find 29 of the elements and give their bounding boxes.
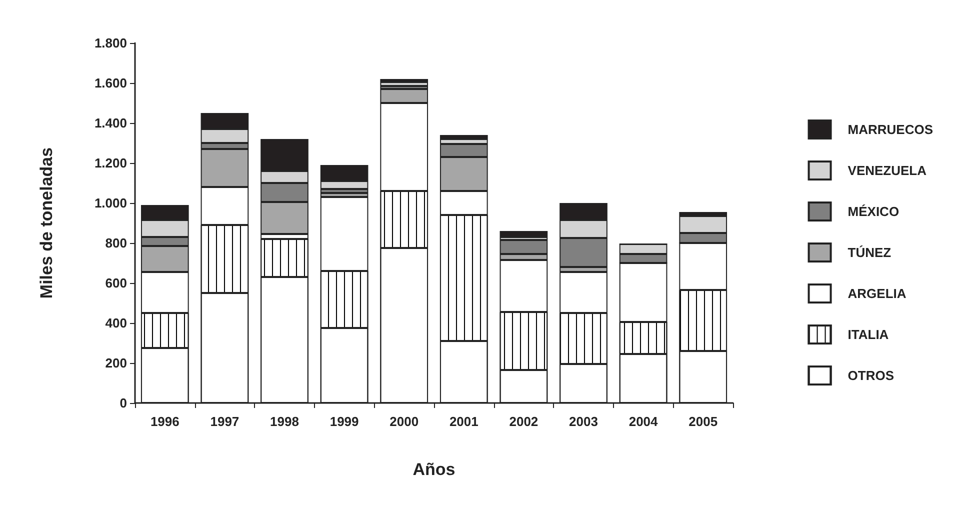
x-tick-label: 1997 bbox=[210, 414, 240, 429]
x-tick-label: 2005 bbox=[688, 414, 718, 429]
x-tick-label: 1998 bbox=[270, 414, 299, 429]
x-tick-label: 1996 bbox=[150, 414, 180, 429]
y-axis-title: Miles de toneladas bbox=[37, 147, 56, 299]
y-tick-label: 0 bbox=[120, 396, 127, 410]
x-tick-label: 2000 bbox=[390, 414, 419, 429]
y-tick-label: 1.600 bbox=[94, 76, 127, 90]
legend-label: TÚNEZ bbox=[848, 245, 892, 260]
y-tick-label: 600 bbox=[105, 276, 127, 290]
y-tick-label: 200 bbox=[105, 356, 127, 370]
y-tick-label: 1.000 bbox=[94, 196, 127, 210]
x-tick-label: 2002 bbox=[509, 414, 538, 429]
legend-label: MÉXICO bbox=[848, 204, 900, 219]
legend-label: ARGELIA bbox=[848, 286, 907, 301]
legend-label: MARRUECOS bbox=[848, 122, 934, 137]
x-tick-label: 2003 bbox=[569, 414, 598, 429]
legend-label: ITALIA bbox=[848, 327, 890, 342]
x-axis-title: Años bbox=[412, 460, 456, 479]
legend-label: OTROS bbox=[848, 368, 894, 383]
y-tick-label: 800 bbox=[105, 236, 127, 250]
y-tick-label: 1.800 bbox=[94, 36, 127, 50]
y-tick-label: 400 bbox=[105, 316, 127, 330]
legend-label: VENEZUELA bbox=[848, 163, 928, 178]
x-tick-label: 2004 bbox=[628, 414, 659, 429]
y-tick-label: 1.200 bbox=[94, 156, 127, 170]
x-tick-label: 1999 bbox=[330, 414, 359, 429]
y-tick-label: 1.400 bbox=[94, 116, 127, 130]
x-tick-label: 2001 bbox=[449, 414, 478, 429]
